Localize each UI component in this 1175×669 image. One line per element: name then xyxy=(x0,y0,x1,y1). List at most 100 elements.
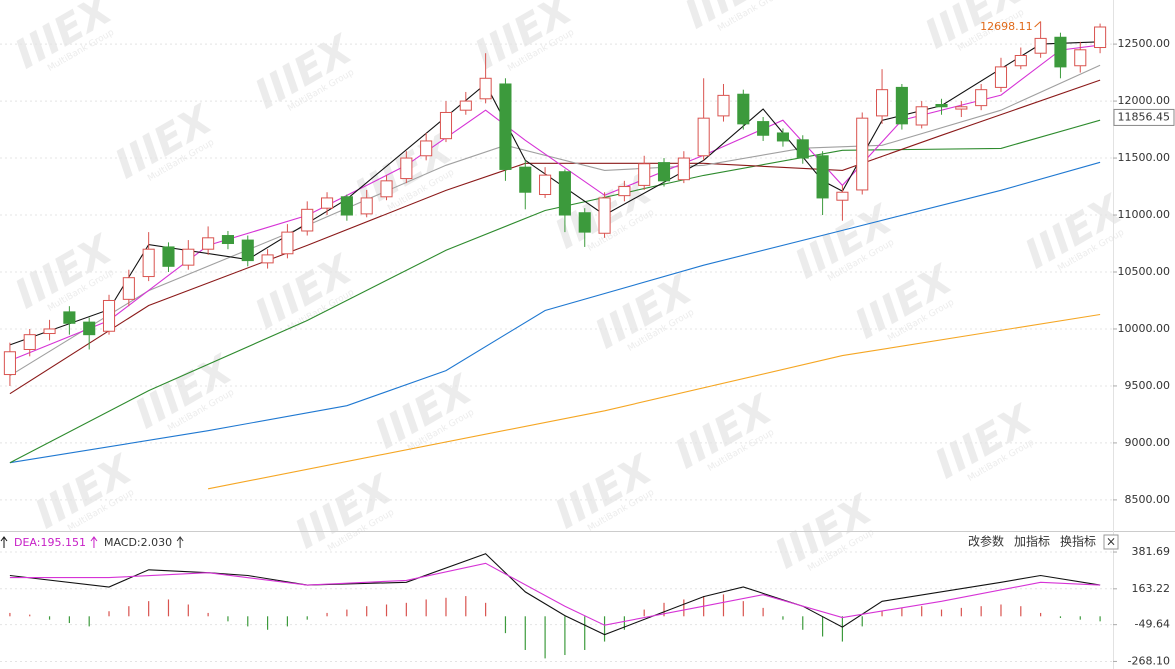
candle-body xyxy=(836,191,849,201)
candle-body xyxy=(499,83,512,170)
candle-body xyxy=(162,246,175,267)
line-series xyxy=(9,64,1101,377)
candle-body xyxy=(776,132,789,142)
candle-body xyxy=(519,166,532,193)
legend-label: MACD:2.030 xyxy=(104,536,172,549)
candle-body xyxy=(697,117,710,157)
candle-body xyxy=(221,235,234,245)
candle-body xyxy=(618,186,631,197)
close-button[interactable] xyxy=(1103,534,1119,550)
candle-body xyxy=(1014,54,1027,67)
y-tick-label: 10500.00 xyxy=(1118,265,1171,278)
candle-body xyxy=(360,197,373,215)
candle-body xyxy=(638,163,651,186)
y-tick-label: -268.10 xyxy=(1128,654,1170,667)
y-tick-label: 9500.00 xyxy=(1125,379,1171,392)
candle-body xyxy=(459,100,472,111)
y-tick-label: 9000.00 xyxy=(1125,436,1171,449)
close-icon[interactable]: × xyxy=(1106,535,1116,549)
line-series xyxy=(207,313,1101,490)
y-tick-label: 163.22 xyxy=(1132,582,1171,595)
candle-body xyxy=(23,334,36,350)
candle-body xyxy=(1074,49,1087,67)
candle-body xyxy=(142,248,155,278)
candle-body xyxy=(102,299,116,332)
last-price-box xyxy=(1113,108,1175,126)
candle-body xyxy=(43,328,56,335)
candle-body xyxy=(598,197,611,234)
candle-body xyxy=(122,277,135,300)
max-label: 12698.11 xyxy=(980,20,1033,33)
candle-body xyxy=(796,139,809,159)
candle-body xyxy=(677,157,690,181)
y-tick-label: 8500.00 xyxy=(1125,493,1171,506)
candle-body xyxy=(578,212,591,233)
button[interactable]: 加指标 xyxy=(1014,534,1050,549)
last-price-label: 11856.45 xyxy=(1118,110,1171,123)
candle-body xyxy=(856,117,869,191)
candle-body xyxy=(202,237,215,250)
candle-body xyxy=(816,155,829,199)
candle-body xyxy=(321,197,334,209)
line-series xyxy=(9,119,1101,464)
candle-body xyxy=(1034,37,1047,54)
max-leader xyxy=(1034,21,1041,28)
candle-body xyxy=(717,94,730,117)
line-series xyxy=(9,161,1101,464)
candle-body xyxy=(1054,36,1067,68)
y-tick-label: 381.69 xyxy=(1132,545,1171,558)
candle-body xyxy=(479,77,492,100)
candle-body xyxy=(1094,26,1107,49)
candle-body xyxy=(420,140,433,157)
candle-body xyxy=(182,248,195,266)
y-tick-label: 12000.00 xyxy=(1118,94,1171,107)
candle-body xyxy=(83,321,96,336)
candle-body xyxy=(737,93,750,125)
candle-body xyxy=(895,86,908,125)
candle-body xyxy=(955,106,968,110)
legend-arrow xyxy=(90,536,98,548)
legend-label: DEA:195.151 xyxy=(14,536,86,549)
candle-body xyxy=(975,89,988,107)
line-series xyxy=(9,562,1101,626)
button[interactable]: 改参数 xyxy=(968,534,1004,549)
line-series xyxy=(9,553,1101,636)
candle-body xyxy=(935,103,948,108)
y-tick-label: 10000.00 xyxy=(1118,322,1171,335)
candle-body xyxy=(380,180,393,198)
y-tick-label: -49.64 xyxy=(1135,618,1170,631)
candle-body xyxy=(340,196,353,216)
candle-body xyxy=(400,157,413,180)
button[interactable]: 换指标 xyxy=(1060,534,1096,549)
candle-body xyxy=(301,208,314,232)
candle-body xyxy=(261,254,274,264)
candle-body xyxy=(757,121,770,136)
candle-body xyxy=(3,351,16,376)
y-tick-label: 11000.00 xyxy=(1118,208,1171,221)
candle-body xyxy=(539,174,552,196)
candle-body xyxy=(439,111,453,140)
y-tick-label: 11500.00 xyxy=(1118,151,1171,164)
candle-body xyxy=(281,231,294,255)
candle-body xyxy=(994,66,1008,88)
candle-body xyxy=(915,106,928,126)
candle-body xyxy=(63,311,76,324)
y-tick-label: 12500.00 xyxy=(1118,37,1171,50)
candle-body xyxy=(876,89,889,117)
